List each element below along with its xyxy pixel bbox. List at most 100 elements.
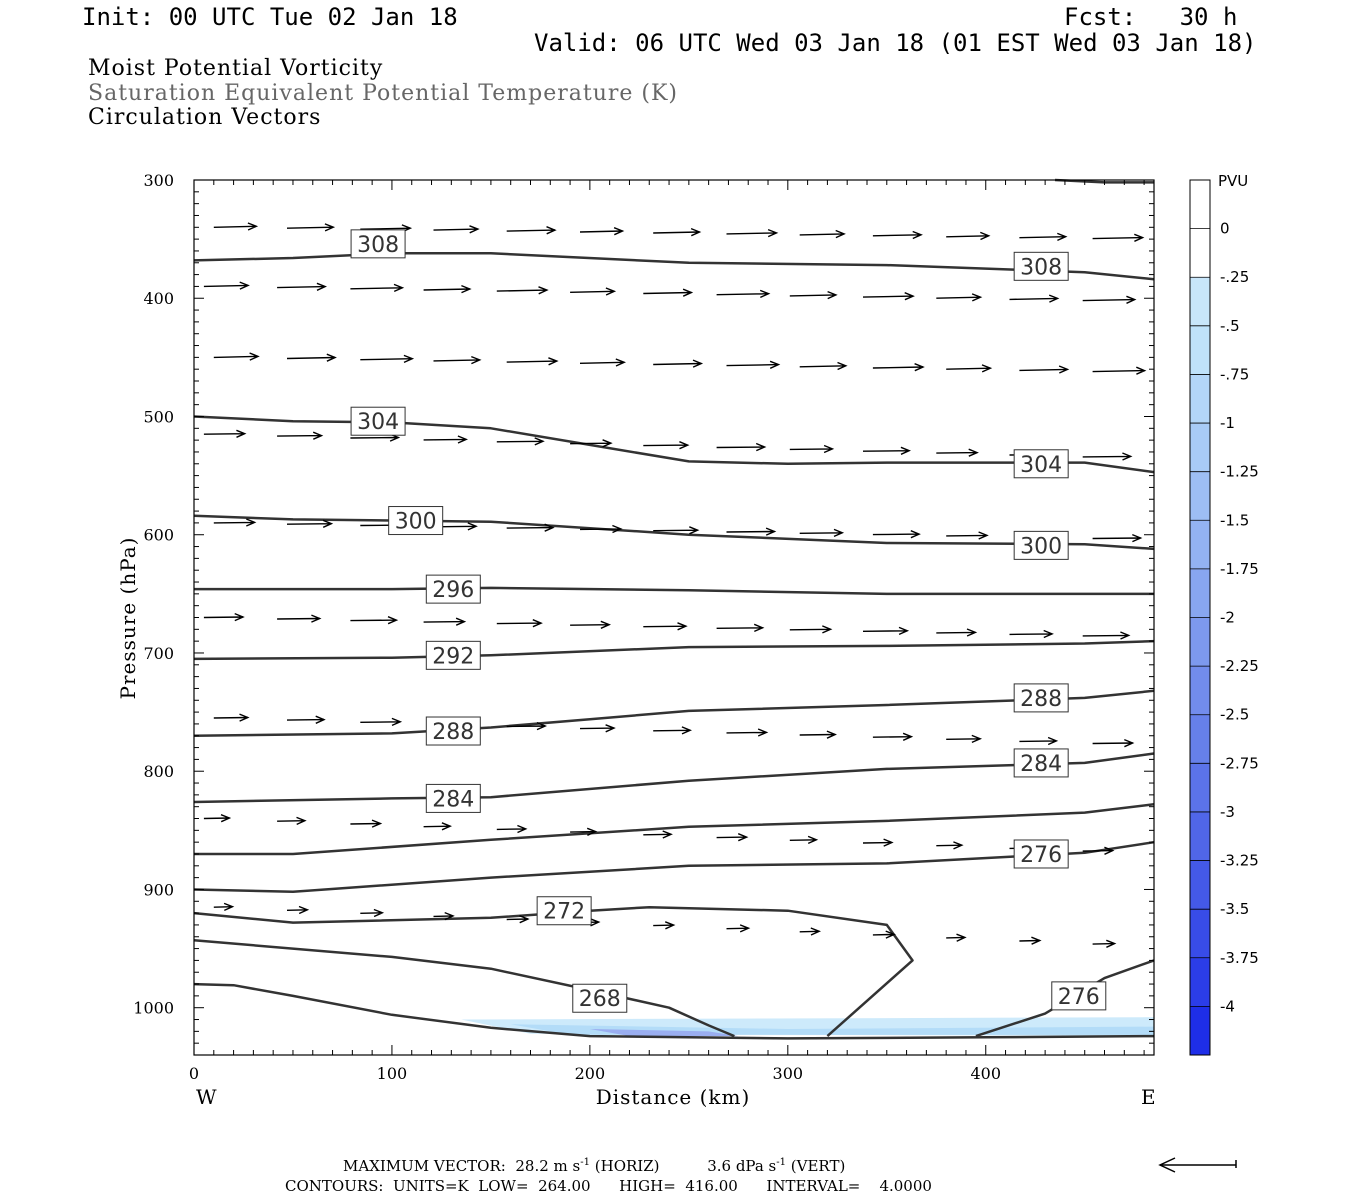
vector-arrow: [1092, 939, 1117, 948]
y-tick-label: 700: [143, 644, 174, 663]
vector-arrow: [643, 830, 673, 839]
field-title-vectors: Circulation Vectors: [88, 105, 322, 130]
vector-arrow: [286, 905, 310, 915]
vector-arrow: [789, 444, 835, 454]
reference-vector-icon: [1158, 1157, 1237, 1173]
vector-arrow: [716, 833, 749, 842]
vector-arrow: [433, 911, 455, 921]
contour-label-box: [388, 506, 444, 536]
horiz-unit-exponent: -1: [580, 1157, 590, 1168]
vector-arrow: [506, 721, 547, 731]
vector-arrow: [579, 524, 623, 534]
vector-arrow: [570, 620, 612, 629]
contour-label-box: [1013, 251, 1069, 281]
vector-arrow: [716, 623, 765, 633]
max-vector-vert-unit: (VERT): [790, 1157, 846, 1175]
vector-arrow: [872, 930, 896, 939]
contour-label-box: [1013, 449, 1069, 479]
vector-arrow: [213, 222, 259, 231]
vector-arrow: [653, 359, 704, 368]
vector-arrow: [1092, 366, 1147, 375]
vector-arrow: [946, 734, 983, 744]
vector-arrow: [936, 448, 979, 457]
contour-label-288: 288: [1020, 687, 1062, 712]
vector-arrow: [360, 354, 415, 364]
colorbar-swatch: [1190, 520, 1210, 570]
colorbar-swatch: [1190, 374, 1210, 424]
vector-arrow: [570, 439, 613, 448]
colorbar-swatch: [1190, 180, 1210, 230]
vector-arrow: [350, 819, 383, 828]
vector-arrow: [1092, 233, 1145, 242]
vector-arrow: [789, 835, 819, 845]
colorbar-label: -2.5: [1220, 706, 1249, 724]
vector-arrow: [496, 619, 543, 628]
vector-arrow: [506, 915, 530, 924]
vector-arrow: [799, 361, 848, 371]
vector-arrow: [496, 437, 545, 446]
contour-label-box: [1051, 981, 1107, 1011]
colorbar-swatch: [1190, 617, 1210, 667]
theta-contour-276: [193, 840, 1155, 894]
contour-label-284: 284: [1020, 752, 1062, 777]
vector-arrow: [653, 921, 676, 930]
vector-arrow: [1082, 631, 1131, 640]
contour-label-box: [1013, 839, 1069, 869]
colorbar-label: -.75: [1220, 365, 1249, 383]
vector-arrow: [277, 816, 307, 826]
vector-arrow: [570, 827, 598, 836]
contour-label-box: [425, 640, 481, 670]
vector-arrow: [286, 519, 334, 528]
vector-arrow: [799, 927, 822, 936]
vector-arrow: [799, 229, 846, 239]
contour-label-box: [536, 896, 592, 926]
vector-arrow: [1092, 738, 1135, 748]
vector-arrow: [862, 626, 910, 636]
colorbar-label: -.25: [1220, 268, 1249, 286]
max-vector-label: MAXIMUM VECTOR:: [343, 1157, 506, 1175]
vector-arrow: [423, 822, 452, 831]
contour-label-box: [1013, 683, 1069, 713]
field-title-mpv: Moist Potential Vorticity: [88, 56, 384, 81]
circulation-vectors: [203, 222, 1147, 948]
vector-arrow: [423, 284, 472, 294]
vector-arrow: [643, 441, 690, 450]
vector-arrow: [277, 282, 327, 291]
vector-arrow: [350, 616, 399, 625]
vector-arrow: [1019, 365, 1070, 374]
vector-arrow: [862, 838, 894, 847]
vector-arrow: [433, 225, 480, 234]
contour-label-284: 284: [432, 787, 474, 812]
colorbar-swatch: [1190, 568, 1210, 618]
colorbar-label: -.5: [1220, 317, 1240, 335]
vector-arrow: [946, 531, 989, 540]
x-tick-label: 200: [575, 1064, 606, 1083]
field-title-theta-es: Saturation Equivalent Potential Temperat…: [88, 81, 678, 106]
contour-label-308: 308: [357, 233, 399, 258]
colorbar-swatch: [1190, 860, 1210, 910]
vector-arrow: [203, 612, 245, 622]
colorbar-label: -3.25: [1220, 852, 1259, 870]
init-time: Init: 00 UTC Tue 02 Jan 18: [82, 3, 458, 31]
y-tick-label: 300: [143, 171, 174, 190]
vector-arrow: [653, 227, 702, 237]
theta-contour-292: [193, 639, 1155, 661]
x-tick-label: 400: [970, 1064, 1001, 1083]
vector-arrow: [570, 287, 617, 296]
west-label: W: [196, 1085, 218, 1109]
vector-arrow: [716, 289, 771, 299]
contour-label-300: 300: [395, 510, 437, 535]
colorbar-swatch: [1190, 763, 1210, 813]
vector-arrow: [1092, 533, 1143, 543]
vector-arrow: [506, 357, 559, 366]
vector-arrow: [726, 228, 779, 238]
contour-info: CONTOURS: UNITS=K LOW= 264.00 HIGH= 416.…: [285, 1177, 932, 1195]
vector-arrow: [213, 902, 235, 912]
colorbar-label: -1.5: [1220, 511, 1249, 529]
vector-arrow: [726, 527, 777, 536]
vector-arrow: [799, 730, 837, 739]
contour-label-box: [572, 983, 628, 1013]
vector-arrow: [936, 293, 983, 302]
vector-arrow: [799, 528, 845, 538]
